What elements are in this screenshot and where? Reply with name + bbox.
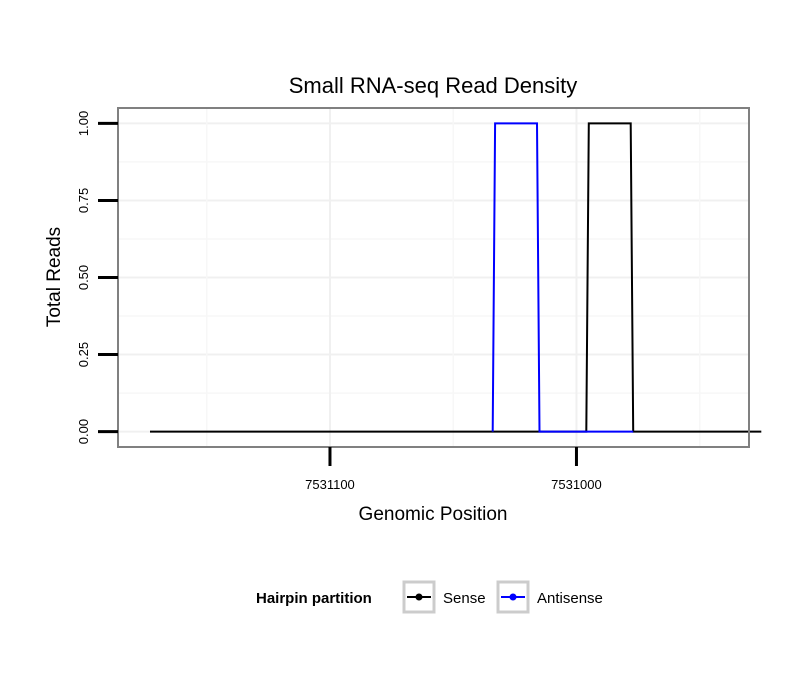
x-axis-label: Genomic Position — [359, 504, 508, 525]
x-tick-label: 7531100 — [305, 477, 355, 492]
y-tick-label: 0.25 — [76, 342, 91, 367]
x-tick-label: 7531000 — [551, 477, 602, 492]
y-tick-label: 0.50 — [76, 265, 91, 290]
legend-entry-antisense: Antisense — [496, 580, 603, 614]
y-tick-label: 0.75 — [76, 188, 91, 213]
axes: 0.00 0.25 0.50 0.75 1.00 7531100 7531000 — [76, 111, 602, 492]
y-axis-label: Total Reads — [44, 227, 65, 327]
series-line-antisense — [491, 122, 634, 433]
grid-lines — [118, 108, 749, 447]
y-tick-label: 0.00 — [76, 419, 91, 444]
legend-label: Sense — [443, 590, 486, 607]
legend-entry-sense: Sense — [402, 580, 486, 614]
chart-title: Small RNA-seq Read Density — [289, 73, 578, 98]
legend-key-point — [415, 593, 423, 601]
legend-label: Antisense — [537, 590, 603, 607]
data-series — [150, 122, 762, 433]
legend-key-point — [509, 593, 517, 601]
legend-title: Hairpin partition — [256, 590, 372, 607]
legend: Hairpin partition Sense Antisense — [256, 580, 603, 614]
series-line-sense — [150, 122, 762, 433]
y-tick-label: 1.00 — [76, 111, 91, 136]
